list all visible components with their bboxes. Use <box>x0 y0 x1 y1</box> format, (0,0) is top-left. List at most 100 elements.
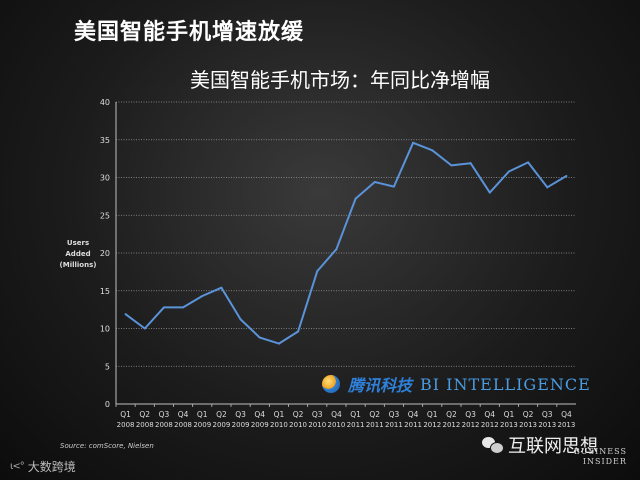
data-point <box>488 191 491 194</box>
data-point <box>335 248 338 251</box>
y-tick-label: 5 <box>105 362 110 371</box>
y-tick-label: 15 <box>100 287 110 296</box>
x-tick-label-year: 2008 <box>136 421 154 429</box>
x-tick-label-quarter: Q1 <box>350 410 361 419</box>
y-axis-label: Users Added (Millions) <box>48 238 108 271</box>
x-tick-label-year: 2010 <box>308 421 326 429</box>
x-tick-label-quarter: Q3 <box>542 410 553 419</box>
data-point <box>201 295 204 298</box>
x-tick-label-year: 2009 <box>193 421 211 429</box>
x-tick-label-quarter: Q4 <box>561 410 572 419</box>
data-point <box>392 185 395 188</box>
x-tick-label-year: 2013 <box>538 421 556 429</box>
data-point <box>546 186 549 189</box>
data-point <box>124 313 127 316</box>
data-point <box>565 174 568 177</box>
y-tick-label: 25 <box>100 211 110 220</box>
x-tick-label-year: 2011 <box>385 421 403 429</box>
bi-intelligence-label: BI INTELLIGENCE <box>420 374 591 394</box>
bi-brand-line: INSIDER <box>582 457 627 466</box>
x-tick-label-year: 2009 <box>251 421 269 429</box>
x-tick-label-quarter: Q3 <box>235 410 246 419</box>
y-axis-label-line: Added <box>65 250 91 258</box>
data-point <box>143 327 146 330</box>
data-point <box>182 306 185 309</box>
data-point <box>297 330 300 333</box>
x-tick-label-year: 2013 <box>558 421 576 429</box>
source-note: Source: comScore, Nielsen <box>60 442 154 450</box>
y-tick-label: 35 <box>100 136 110 145</box>
data-point <box>258 336 261 339</box>
watermark-logo-icon: ι<° <box>10 461 25 472</box>
x-tick-label-quarter: Q3 <box>465 410 476 419</box>
x-tick-label-year: 2010 <box>270 421 288 429</box>
data-point <box>507 170 510 173</box>
x-tick-label-year: 2008 <box>155 421 173 429</box>
y-tick-label: 30 <box>100 174 110 183</box>
x-tick-label-year: 2011 <box>347 421 365 429</box>
x-tick-label-quarter: Q1 <box>274 410 285 419</box>
data-point <box>450 164 453 167</box>
x-tick-label-quarter: Q4 <box>408 410 419 419</box>
x-tick-label-year: 2013 <box>500 421 518 429</box>
x-tick-label-year: 2012 <box>443 421 461 429</box>
y-tick-label: 40 <box>100 98 110 107</box>
x-tick-label-quarter: Q1 <box>427 410 438 419</box>
y-axis-label-line: (Millions) <box>59 261 97 269</box>
y-tick-label: 20 <box>100 249 110 258</box>
data-point <box>527 161 530 164</box>
data-point <box>469 162 472 165</box>
x-tick-label-quarter: Q2 <box>139 410 150 419</box>
data-point <box>373 181 376 184</box>
data-point <box>431 149 434 152</box>
y-axis-label-line: Users <box>66 239 90 247</box>
x-tick-label-year: 2010 <box>289 421 307 429</box>
business-insider-brand: BUSINESS INSIDER <box>574 447 627 467</box>
x-tick-label-quarter: Q2 <box>446 410 457 419</box>
tencent-globe-icon <box>322 375 340 393</box>
bi-brand-line: BUSINESS <box>574 447 627 456</box>
x-tick-label-quarter: Q3 <box>312 410 323 419</box>
x-tick-label-quarter: Q4 <box>331 410 342 419</box>
x-tick-label-quarter: Q4 <box>178 410 189 419</box>
series-line <box>125 141 567 345</box>
x-tick-label-quarter: Q4 <box>484 410 495 419</box>
chart-title: 美国智能手机市场：年同比净增幅 <box>190 68 490 92</box>
x-tick-label-year: 2009 <box>213 421 231 429</box>
x-tick-label-quarter: Q1 <box>504 410 515 419</box>
tencent-tech-logo: 腾讯科技 BI INTELLIGENCE <box>322 372 591 396</box>
data-point <box>316 270 319 273</box>
x-tick-label-year: 2009 <box>232 421 250 429</box>
data-point <box>239 318 242 321</box>
x-tick-label-year: 2008 <box>174 421 192 429</box>
watermark-left-text: 大数跨境 <box>27 460 76 474</box>
y-tick-label: 10 <box>100 325 110 334</box>
x-tick-label-year: 2008 <box>117 421 135 429</box>
wechat-account-name: 互联网思想 <box>508 436 598 457</box>
x-tick-label-year: 2012 <box>481 421 499 429</box>
x-tick-label-quarter: Q3 <box>159 410 170 419</box>
x-tick-label-quarter: Q3 <box>389 410 400 419</box>
x-tick-label-quarter: Q2 <box>369 410 380 419</box>
data-point <box>354 197 357 200</box>
x-tick-label-year: 2011 <box>404 421 422 429</box>
x-tick-label-year: 2012 <box>423 421 441 429</box>
slide-title: 美国智能手机增速放缓 <box>74 20 305 45</box>
watermark-left: ι<° 大数跨境 <box>10 458 76 475</box>
y-tick-label: 0 <box>105 400 110 409</box>
x-tick-label-year: 2011 <box>366 421 384 429</box>
data-point <box>277 342 280 345</box>
tencent-tech-name: 腾讯科技 <box>348 376 413 395</box>
x-tick-label-quarter: Q1 <box>120 410 131 419</box>
x-tick-label-year: 2013 <box>519 421 537 429</box>
wechat-icon <box>482 437 504 454</box>
x-tick-label-year: 2010 <box>328 421 346 429</box>
x-tick-label-quarter: Q2 <box>216 410 227 419</box>
x-tick-label-quarter: Q4 <box>254 410 265 419</box>
data-point <box>412 141 415 144</box>
x-tick-label-quarter: Q2 <box>293 410 304 419</box>
wechat-account: 互联网思想 <box>482 432 598 458</box>
x-tick-label-year: 2012 <box>462 421 480 429</box>
x-tick-label-quarter: Q2 <box>523 410 534 419</box>
